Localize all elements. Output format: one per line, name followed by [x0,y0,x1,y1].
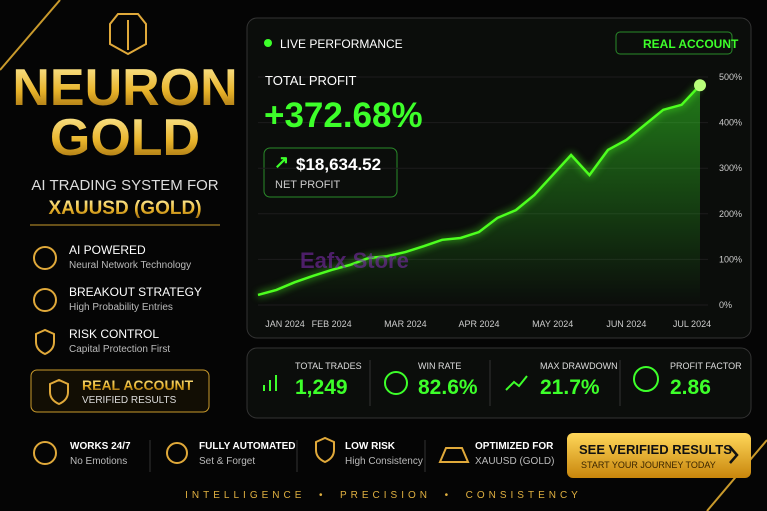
net-box [263,147,398,198]
market: XAUUSD (GOLD) [0,198,250,220]
badge-box [30,369,210,413]
bottom-title: OPTIMIZED FOR [475,441,554,452]
stat-label: MAX DRAWDOWN [540,361,618,371]
y-tick-label: 200% [719,209,742,219]
tagline: AI TRADING SYSTEM FOR [31,177,219,194]
x-tick-label: FEB 2024 [312,319,352,329]
feature-sub: Capital Protection First [69,344,171,355]
bottom-sub: No Emotions [70,456,128,467]
stat-label: PROFIT FACTOR [670,361,742,371]
stat-icons [263,366,659,395]
footer: INTELLIGENCE • PRECISION • CONSISTENCY [185,490,582,501]
deco [0,0,61,71]
stat-label: TOTAL TRADES [295,361,362,371]
y-tick-label: 400% [719,118,742,128]
y-tick-label: 300% [719,163,742,173]
brand-name: NEURON [0,58,250,118]
account-tag-text: REAL ACCOUNT [643,37,739,51]
cta-sub[interactable]: START YOUR JOURNEY TODAY [581,460,716,470]
separators [149,360,621,472]
bottom-title: LOW RISK [345,441,395,452]
live-dot [264,39,272,47]
x-tick-label: MAR 2024 [384,319,427,329]
stat-label: WIN RATE [418,361,462,371]
feature-title: RISK CONTROL [69,327,160,341]
badge-sub: VERIFIED RESULTS [82,395,177,406]
y-tick-label: 500% [719,72,742,82]
total-value: +372.68% [264,96,423,135]
line [257,84,701,297]
end-point [694,79,706,92]
bottom-title: FULLY AUTOMATED [199,441,296,452]
x-tick-label: JUN 2024 [606,319,646,329]
bottom-title: WORKS 24/7 [70,441,131,452]
account-tag [615,31,733,55]
net-value: $18,634.52 [296,155,382,174]
area [258,85,700,305]
feature-sub: High Probability Entries [69,302,173,313]
brand-name: GOLD [0,108,250,168]
logo [109,13,147,56]
feature-title: AI POWERED [69,243,146,257]
feature-sub: Neural Network Technology [69,260,192,271]
net-arrow: ↗ [274,152,290,172]
badge-title: REAL ACCOUNT [82,377,194,393]
feature-title: BREAKOUT STRATEGY [69,285,202,299]
bottom-sub: Set & Forget [199,456,256,467]
total-label: TOTAL PROFIT [265,73,357,88]
net-label: NET PROFIT [275,179,341,191]
cta-button[interactable] [567,433,751,478]
x-tick-label: JUL 2024 [673,319,711,329]
x-tick-label: MAY 2024 [532,319,573,329]
stat-value: 2.86 [670,376,711,399]
watermark: Eafx Store [300,248,409,273]
stat-value: 1,249 [295,376,348,399]
bottom-sub: High Consistency [345,456,423,467]
bottom-sub: XAUUSD (GOLD) [475,456,555,467]
cta-title[interactable]: SEE VERIFIED RESULTS [579,442,732,457]
icons [33,246,470,465]
y-tick-label: 0% [719,300,732,310]
stats-panel [246,347,752,419]
stat-value: 82.6% [418,376,478,399]
stat-value: 21.7% [540,376,600,399]
y-tick-label: 100% [719,254,742,264]
cta-arrow [729,446,739,464]
x-tick-label: APR 2024 [458,319,499,329]
live-label: LIVE PERFORMANCE [280,37,403,51]
x-tick-label: JAN 2024 [265,319,305,329]
